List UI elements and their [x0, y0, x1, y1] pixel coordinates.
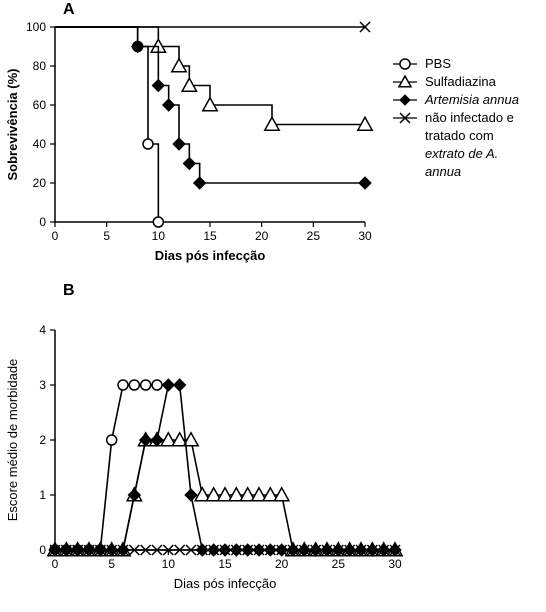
y-tick-label: 0 — [39, 215, 46, 229]
x-axis-label: Dias pós infecção — [155, 248, 266, 263]
y-tick-label: 60 — [33, 98, 47, 112]
x-tick-label: 20 — [255, 229, 269, 243]
legend: PBS Sulfadiazina Artemisia annua não infect… — [393, 56, 519, 179]
chart-B: B 0 5 10 15 20 25 30 0 1 2 3 4 Dias pós infecção Escor… — [5, 282, 402, 591]
y-tick-label: 4 — [39, 323, 46, 337]
x-tick-label: 0 — [52, 229, 59, 243]
y-axis-label: Sobrevivência (%) — [5, 69, 20, 181]
y-tick-label: 1 — [39, 488, 46, 502]
x-tick-label: 0 — [52, 557, 59, 571]
x-tick-label: 10 — [162, 557, 176, 571]
panel-letter: B — [63, 282, 75, 299]
y-tick-label: 100 — [26, 20, 46, 34]
x-tick-label: 5 — [103, 229, 110, 243]
x-tick-label: 10 — [152, 229, 166, 243]
legend-label: annua — [425, 164, 461, 179]
legend-label: tratado com — [425, 128, 494, 143]
x-tick-label: 20 — [275, 557, 289, 571]
x-tick-label: 5 — [108, 557, 115, 571]
x-tick-label: 15 — [218, 557, 232, 571]
legend-label: Artemisia annua — [424, 92, 519, 107]
series-line — [55, 385, 395, 550]
x-tick-label: 30 — [388, 557, 402, 571]
y-tick-label: 40 — [33, 137, 47, 151]
panel-letter: A — [63, 1, 75, 18]
y-tick-label: 20 — [33, 176, 47, 190]
legend-label: extrato de A. — [425, 146, 498, 161]
chart-A: A 0 5 10 15 20 25 30 0 20 40 60 80 100 Dias pós infecç… — [5, 1, 372, 263]
x-tick-label: 15 — [203, 229, 217, 243]
y-tick-label: 80 — [33, 59, 47, 73]
x-tick-label: 30 — [358, 229, 372, 243]
legend-label: Sulfadiazina — [425, 74, 497, 89]
legend-label: não infectado e — [425, 110, 514, 125]
x-axis-label: Dias pós infecção — [174, 576, 277, 591]
x-tick-label: 25 — [307, 229, 321, 243]
series-line — [55, 27, 158, 222]
x-tick-label: 25 — [332, 557, 346, 571]
figure-svg: A051015202530020406080100Dias pós infecç… — [0, 0, 546, 612]
y-tick-label: 3 — [39, 378, 46, 392]
y-axis-label: Escore médio de morbidade — [5, 359, 20, 522]
legend-label: PBS — [425, 56, 451, 71]
y-tick-label: 2 — [39, 433, 46, 447]
series-line — [55, 385, 157, 550]
y-tick-label: 0 — [39, 543, 46, 557]
